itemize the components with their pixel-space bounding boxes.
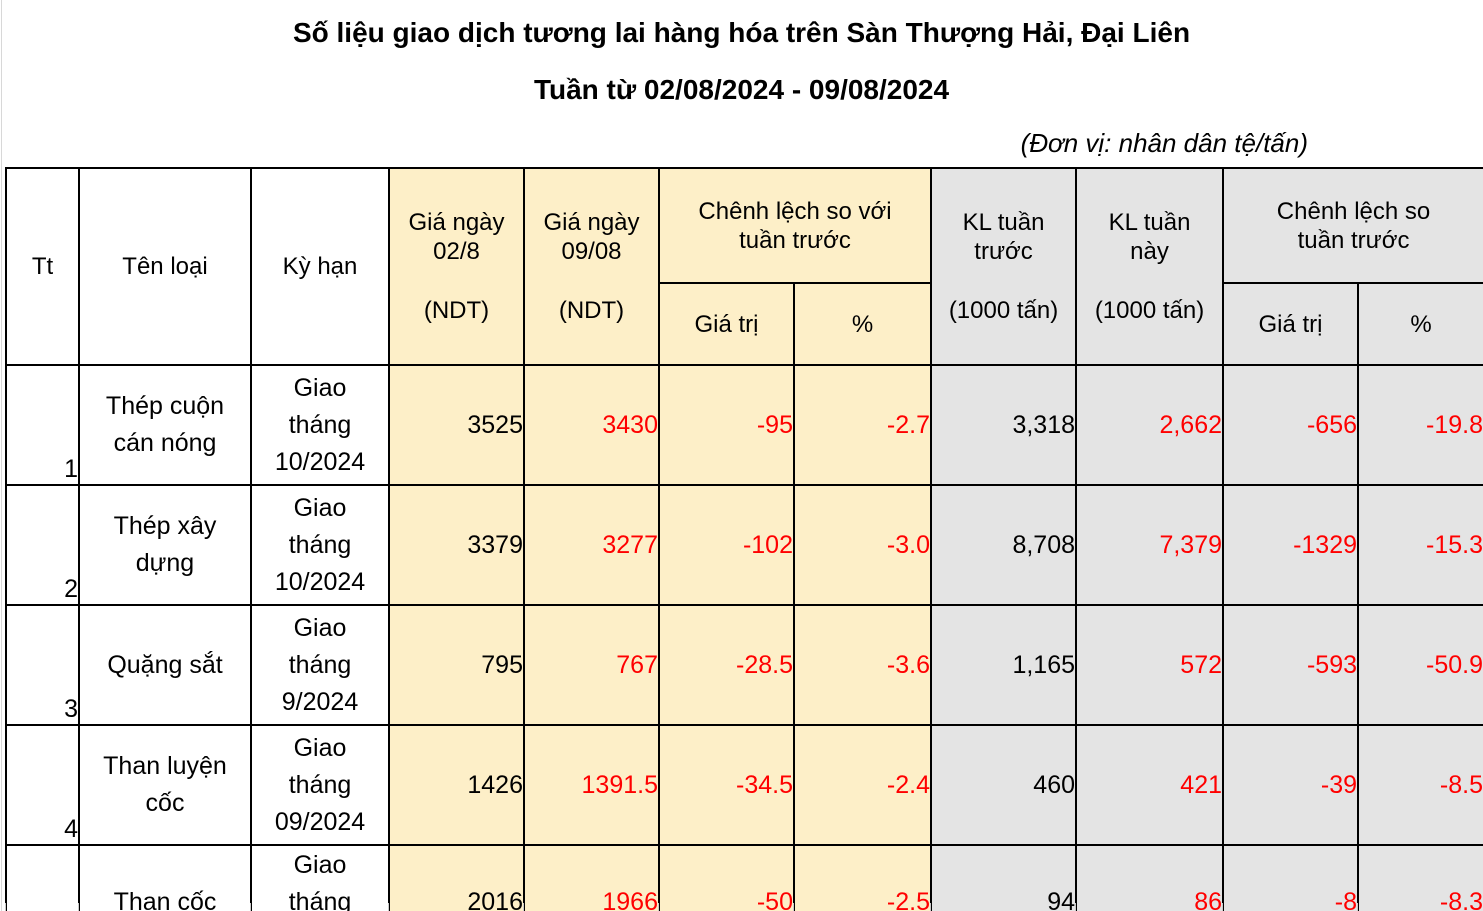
- header-kl-truoc: KL tuần trước (1000 tấn): [930, 167, 1078, 366]
- header-ten-loai: Tên loại: [78, 167, 252, 366]
- header-pct-1: %: [792, 282, 933, 366]
- cell-diff-pct: -2.4: [792, 724, 933, 846]
- cell-vol-diff-pct: -15.3: [1357, 484, 1483, 606]
- cell-gia-0208: 2016: [388, 844, 525, 911]
- header-kl-nay: KL tuần này (1000 tấn): [1075, 167, 1225, 366]
- header-gia-0208-unit: (NDT): [423, 297, 490, 324]
- header-gia-0908: Giá ngày 09/08 (NDT): [523, 167, 660, 366]
- cell-vol-diff-value: -8: [1222, 844, 1360, 911]
- page-subtitle: Tuần từ 02/08/2024 - 09/08/2024: [533, 74, 950, 105]
- cell-kl-nay: 86: [1075, 844, 1225, 911]
- cell-kl-nay: 2,662: [1075, 364, 1225, 486]
- cell-ten-loai: Than luyện cốc: [78, 724, 252, 846]
- header-pct-2: %: [1357, 282, 1483, 366]
- cell-ky-han: Giao tháng 09/2024: [250, 724, 390, 846]
- page-title: Số liệu giao dịch tương lai hàng hóa trê…: [292, 17, 1191, 48]
- header-ky-han: Kỳ hạn: [250, 167, 390, 366]
- cell-vol-diff-pct: -8.5: [1357, 724, 1483, 846]
- cell-gia-0908: 3430: [523, 364, 660, 486]
- cell-vol-diff-value: -39: [1222, 724, 1360, 846]
- cell-diff-value: -34.5: [658, 724, 795, 846]
- spreadsheet-gridlines-bottom: [0, 903, 1483, 911]
- cell-kl-nay: 572: [1075, 604, 1225, 726]
- cell-ky-han: Giao tháng 09/2024: [250, 844, 390, 911]
- cell-diff-value: -95: [658, 364, 795, 486]
- cell-vol-diff-value: -593: [1222, 604, 1360, 726]
- cell-gia-0908: 3277: [523, 484, 660, 606]
- header-gia-0208-label: Giá ngày 02/8: [408, 209, 505, 265]
- cell-ten-loai: Than cốc: [78, 844, 252, 911]
- cell-vol-diff-pct: -19.8: [1357, 364, 1483, 486]
- cell-kl-truoc: 3,318: [930, 364, 1078, 486]
- header-gia-tri-2: Giá trị: [1222, 282, 1360, 366]
- cell-diff-value: -28.5: [658, 604, 795, 726]
- cell-gia-0908: 1391.5: [523, 724, 660, 846]
- header-gia-0908-label: Giá ngày 09/08: [543, 209, 640, 265]
- cell-gia-0208: 795: [388, 604, 525, 726]
- header-kl-nay-label: KL tuần này: [1108, 209, 1191, 265]
- cell-gia-0208: 1426: [388, 724, 525, 846]
- cell-diff-pct: -3.6: [792, 604, 933, 726]
- cell-gia-0208: 3525: [388, 364, 525, 486]
- cell-ten-loai: Quặng sắt: [78, 604, 252, 726]
- cell-kl-truoc: 460: [930, 724, 1078, 846]
- header-kl-truoc-label: KL tuần trước: [962, 209, 1045, 265]
- header-tt: Tt: [5, 167, 80, 366]
- cell-kl-truoc: 94: [930, 844, 1078, 911]
- header-chenh-lech-1: Chênh lệch so với tuần trước: [657, 166, 933, 285]
- header-kl-nay-unit: (1000 tấn): [1094, 297, 1205, 324]
- table-row: 2 Thép xây dựng Giao tháng 10/2024 3379 …: [5, 484, 1483, 606]
- cell-ky-han: Giao tháng 10/2024: [250, 364, 390, 486]
- cell-vol-diff-pct: -8.3: [1357, 844, 1483, 911]
- cell-ky-han: Giao tháng 9/2024: [250, 604, 390, 726]
- cell-ten-loai: Thép cuộn cán nóng: [78, 364, 252, 486]
- cell-ky-han: Giao tháng 10/2024: [250, 484, 390, 606]
- cell-kl-nay: 7,379: [1075, 484, 1225, 606]
- cell-gia-0908: 1966: [523, 844, 660, 911]
- cell-ten-loai: Thép xây dựng: [78, 484, 252, 606]
- cell-tt: 4: [5, 724, 80, 846]
- header-gia-0908-unit: (NDT): [558, 297, 625, 324]
- futures-data-table: Tt Tên loại Kỳ hạn Giá ngày 02/8 (NDT) G…: [5, 166, 1483, 911]
- cell-vol-diff-value: -1329: [1222, 484, 1360, 606]
- table-row: 5 Than cốc Giao tháng 09/2024 2016 1966 …: [5, 844, 1483, 911]
- cell-gia-0908: 767: [523, 604, 660, 726]
- header-gia-0208: Giá ngày 02/8 (NDT): [388, 167, 525, 366]
- table-row: 4 Than luyện cốc Giao tháng 09/2024 1426…: [5, 724, 1483, 846]
- cell-vol-diff-pct: -50.9: [1357, 604, 1483, 726]
- header-gia-tri-1: Giá trị: [658, 282, 795, 366]
- cell-gia-0208: 3379: [388, 484, 525, 606]
- cell-kl-nay: 421: [1075, 724, 1225, 846]
- cell-tt: 5: [5, 844, 80, 911]
- spreadsheet-gridline: [1, 0, 2, 911]
- table-row: 1 Thép cuộn cán nóng Giao tháng 10/2024 …: [5, 364, 1483, 486]
- cell-diff-pct: -2.7: [792, 364, 933, 486]
- cell-tt: 2: [5, 484, 80, 606]
- cell-kl-truoc: 8,708: [930, 484, 1078, 606]
- table-row: 3 Quặng sắt Giao tháng 9/2024 795 767 -2…: [5, 604, 1483, 726]
- cell-diff-value: -50: [658, 844, 795, 911]
- cell-kl-truoc: 1,165: [930, 604, 1078, 726]
- cell-vol-diff-value: -656: [1222, 364, 1360, 486]
- cell-diff-value: -102: [658, 484, 795, 606]
- unit-note: (Đơn vị: nhân dân tệ/tấn): [1020, 128, 1308, 158]
- cell-tt: 1: [5, 364, 80, 486]
- cell-diff-pct: -3.0: [792, 484, 933, 606]
- cell-diff-pct: -2.5: [792, 844, 933, 911]
- cell-tt: 3: [5, 604, 80, 726]
- header-kl-truoc-unit: (1000 tấn): [948, 297, 1059, 324]
- header-chenh-lech-2: Chênh lệch so tuần trước: [1222, 166, 1483, 285]
